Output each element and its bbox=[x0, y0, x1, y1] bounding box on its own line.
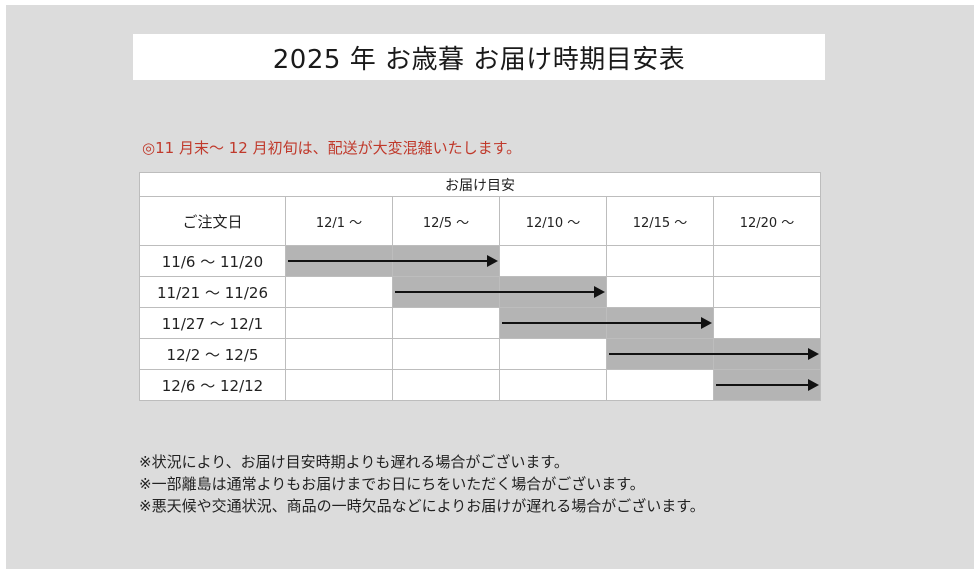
delivery-cell bbox=[499, 369, 607, 401]
delivery-cell bbox=[392, 369, 500, 401]
delivery-cell bbox=[499, 338, 607, 370]
delivery-cell bbox=[712, 245, 822, 277]
order-period-cell: 11/27 ～ 12/1 bbox=[139, 307, 286, 339]
table-header-row: お届け目安 bbox=[138, 172, 822, 197]
delivery-arrow bbox=[501, 317, 712, 329]
delivery-cell bbox=[606, 276, 714, 308]
delivery-cell bbox=[606, 369, 714, 401]
order-period-cell: 11/6 ～ 11/20 bbox=[139, 245, 286, 277]
page-title: 2025 年 お歳暮 お届け時期目安表 bbox=[133, 34, 825, 80]
congestion-notice: ◎11 月末～ 12 月初旬は、配送が大変混雑いたします。 bbox=[142, 139, 522, 157]
delivery-arrow bbox=[715, 379, 819, 391]
delivery-cell bbox=[606, 245, 714, 277]
footnotes: ※状況により、お届け目安時期よりも遅れる場合がございます。 ※一部離島は通常より… bbox=[139, 451, 705, 517]
footnote: ※状況により、お届け目安時期よりも遅れる場合がございます。 bbox=[139, 453, 569, 471]
delivery-header: お届け目安 bbox=[138, 172, 822, 197]
delivery-arrow bbox=[608, 348, 819, 360]
order-period-cell: 12/6 ～ 12/12 bbox=[139, 369, 286, 401]
delivery-cell bbox=[712, 276, 822, 308]
delivery-cell bbox=[392, 338, 500, 370]
delivery-cell bbox=[285, 276, 393, 308]
delivery-cell bbox=[499, 245, 607, 277]
delivery-schedule-table: お届け目安 ご注文日 12/1 ～ 12/5 ～ 12/10 ～ 12/15 ～… bbox=[138, 172, 822, 401]
order-period-cell: 12/2 ～ 12/5 bbox=[139, 338, 286, 370]
delivery-column-header: 12/5 ～ bbox=[392, 196, 500, 246]
table-row: 11/27 ～ 12/1 bbox=[139, 307, 822, 339]
page-title-text: 2025 年 お歳暮 お届け時期目安表 bbox=[272, 44, 686, 75]
date-header-row: ご注文日 12/1 ～ 12/5 ～ 12/10 ～ 12/15 ～ 12/20… bbox=[139, 196, 822, 246]
delivery-column-header: 12/20 ～ bbox=[712, 196, 822, 246]
delivery-arrow bbox=[287, 255, 498, 267]
delivery-cell bbox=[285, 338, 393, 370]
delivery-arrow bbox=[394, 286, 605, 298]
delivery-cell bbox=[712, 307, 822, 339]
footnote: ※一部離島は通常よりもお届けまでお日にちをいただく場合がございます。 bbox=[139, 475, 645, 493]
delivery-cell bbox=[285, 369, 393, 401]
delivery-column-header: 12/10 ～ bbox=[499, 196, 607, 246]
footnote: ※悪天候や交通状況、商品の一時欠品などによりお届けが遅れる場合がございます。 bbox=[139, 497, 705, 515]
delivery-column-header: 12/15 ～ bbox=[606, 196, 714, 246]
order-period-cell: 11/21 ～ 11/26 bbox=[139, 276, 286, 308]
delivery-cell bbox=[392, 307, 500, 339]
order-date-header: ご注文日 bbox=[139, 196, 286, 246]
delivery-column-header: 12/1 ～ bbox=[285, 196, 393, 246]
delivery-cell bbox=[285, 307, 393, 339]
